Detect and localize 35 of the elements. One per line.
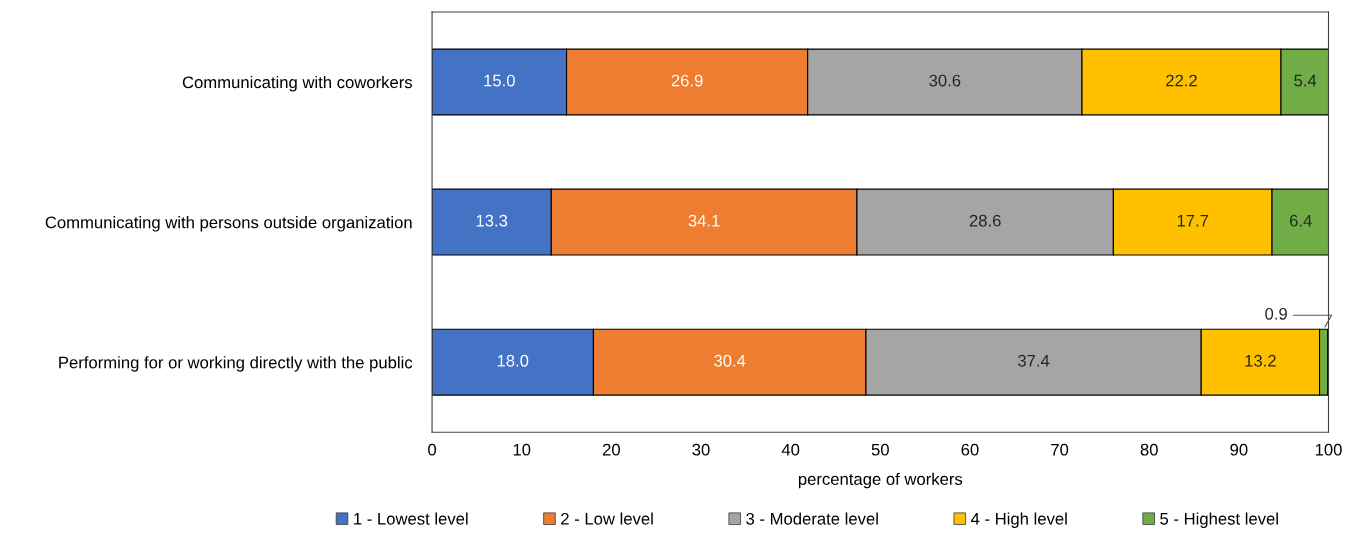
- legend-label: 4 - High level: [970, 512, 1067, 528]
- legend-label: 2 - Low level: [561, 512, 653, 525]
- x-tick-label: 40: [781, 443, 800, 456]
- x-tick-label: 60: [961, 443, 979, 456]
- data-label: 28.6: [969, 214, 1001, 227]
- data-label: 5.4: [1294, 74, 1317, 87]
- y-tick-label: Communicating with persons outside organization: [45, 216, 412, 232]
- y-tick-label: Communicating with coworkers: [182, 75, 413, 92]
- legend-label: 1 - Lowest level: [354, 512, 468, 525]
- x-axis-title: percentage of workers: [798, 472, 963, 489]
- y-tick-label: Performing for or working directly with the public: [59, 356, 413, 372]
- data-label: 6.4: [1289, 214, 1312, 227]
- data-label: 37.4: [1017, 354, 1050, 367]
- x-tick-label: 20: [602, 443, 620, 456]
- x-tick-label: 90: [1230, 443, 1248, 456]
- data-label: 0.9: [1265, 307, 1287, 320]
- legend-label: 5 - Highest level: [1160, 512, 1278, 528]
- data-label: 22.2: [1166, 74, 1197, 87]
- data-label: 15.0: [484, 74, 515, 87]
- data-label: 17.7: [1177, 214, 1209, 227]
- legend-label: 3 - Moderate level: [746, 512, 878, 525]
- x-tick-label: 50: [871, 443, 889, 456]
- data-label: 30.6: [929, 74, 961, 87]
- x-tick-label: 70: [1051, 443, 1069, 456]
- x-tick-label: 10: [513, 443, 531, 456]
- x-tick-label: 0: [428, 443, 437, 456]
- data-label: 13.3: [476, 214, 508, 227]
- data-label: 34.1: [688, 214, 720, 227]
- x-tick-label: 30: [692, 443, 710, 456]
- x-tick-label: 80: [1140, 443, 1158, 456]
- data-label: 18.0: [497, 354, 529, 367]
- data-label: 30.4: [714, 354, 746, 367]
- data-label: 26.9: [671, 74, 703, 87]
- x-tick-label: 100: [1315, 443, 1342, 456]
- data-label: 13.2: [1245, 354, 1276, 367]
